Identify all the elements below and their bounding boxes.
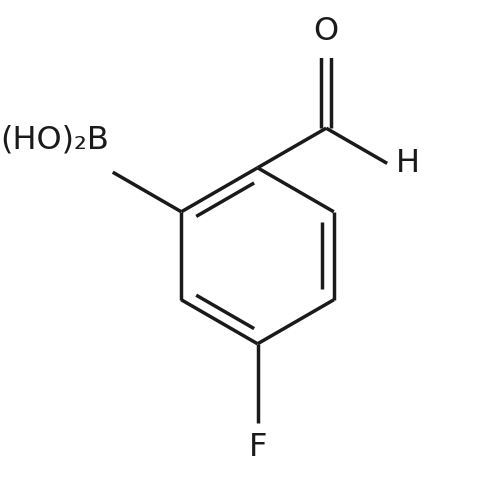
Text: (HO)₂B: (HO)₂B <box>0 125 109 156</box>
Text: O: O <box>314 16 339 47</box>
Text: H: H <box>396 148 420 179</box>
Text: F: F <box>249 432 267 463</box>
